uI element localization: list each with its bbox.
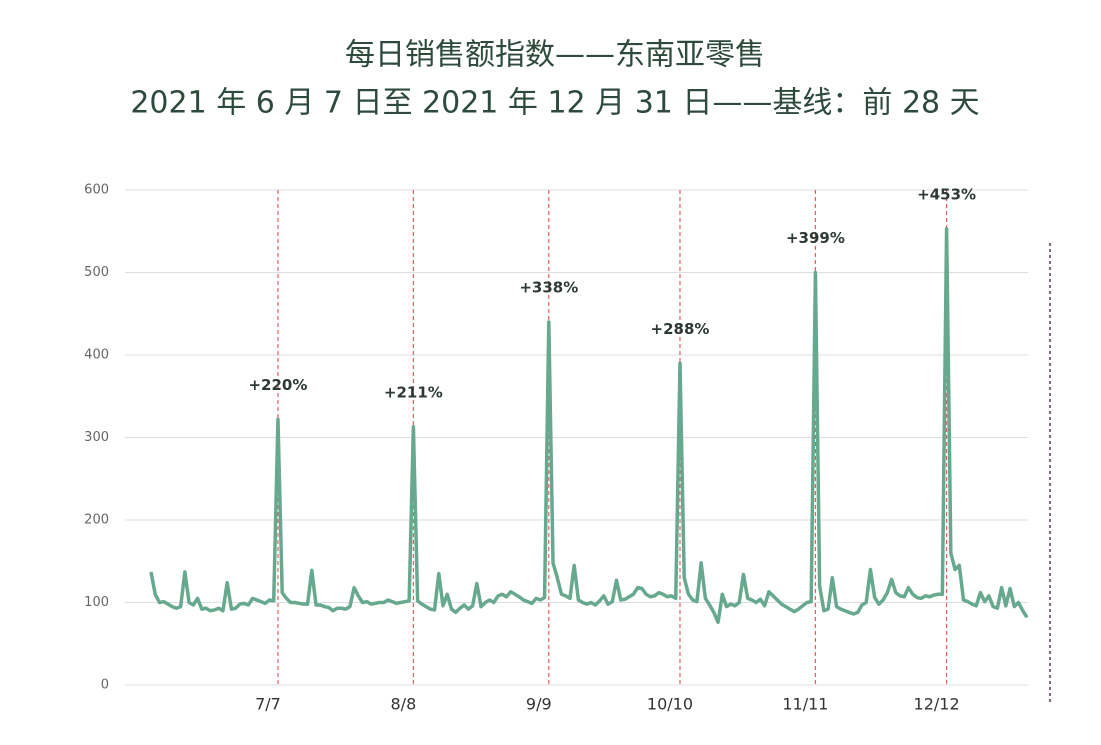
x-tick-label: 10/10 <box>647 695 693 714</box>
chart-title: 每日销售额指数——东南亚零售 <box>345 38 765 73</box>
annotation: +220% <box>248 376 307 394</box>
annotation: +453% <box>917 185 976 203</box>
y-tick-label: 500 <box>84 265 109 280</box>
annotation: +211% <box>384 383 443 401</box>
y-tick-label: 300 <box>84 430 109 445</box>
x-tick-label: 8/8 <box>391 695 417 714</box>
chart-subtitle: 2021 年 6 月 7 日至 2021 年 12 月 31 日——基线：前 2… <box>130 86 979 121</box>
series-line <box>149 227 1029 625</box>
y-tick-label: 400 <box>84 348 109 363</box>
annotation: +288% <box>651 320 710 338</box>
x-tick-label: 7/7 <box>255 695 281 714</box>
y-tick-label: 0 <box>101 678 109 693</box>
x-tick-label: 9/9 <box>526 695 552 714</box>
y-tick-label: 600 <box>84 183 109 198</box>
y-tick-label: 100 <box>84 595 109 610</box>
annotation: +338% <box>519 279 578 297</box>
x-tick-label: 11/11 <box>782 695 828 714</box>
x-tick-label: 12/12 <box>914 695 960 714</box>
annotation: +399% <box>786 229 845 247</box>
y-tick-label: 200 <box>84 513 109 528</box>
